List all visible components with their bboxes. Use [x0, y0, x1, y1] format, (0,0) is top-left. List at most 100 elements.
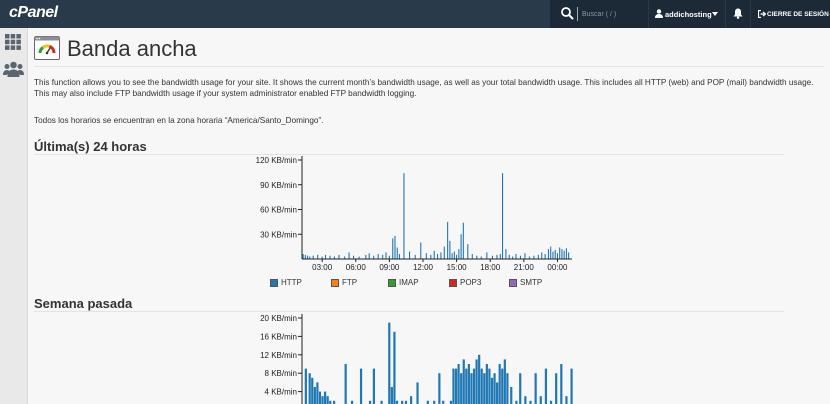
chart1-bar [373, 255, 375, 259]
chart1-x-tick-label: 00:00 [547, 263, 568, 272]
chart1-bar [565, 248, 567, 259]
chart2-bar [388, 322, 391, 404]
cpanel-logo[interactable]: cPanel [9, 4, 58, 21]
chart1-bar [304, 254, 306, 260]
chart1-bar [471, 254, 473, 259]
chart2-bar [313, 387, 316, 404]
chart1-bar [344, 256, 346, 259]
chart2-bar [311, 377, 314, 404]
chart2-bar [544, 368, 548, 404]
chart1-bar [563, 250, 565, 259]
chart1-bar [307, 255, 309, 259]
chart1-bar [425, 253, 427, 259]
chart1-bar [480, 256, 482, 259]
chart1-x-tick-label: 09:00 [379, 263, 400, 272]
chart2-bar [515, 400, 518, 404]
chart1-bar [556, 253, 558, 259]
logout-button[interactable]: CIERRE DE SESIÓN [751, 0, 830, 28]
chart2-bar [534, 373, 537, 404]
user-icon [655, 9, 663, 18]
chart1-bar [456, 254, 458, 260]
chart2-bar [565, 396, 568, 404]
chart1-bar [312, 255, 314, 259]
apps-grid-icon[interactable] [5, 34, 21, 50]
chart2-bar [560, 364, 563, 404]
chart1-bar [394, 235, 396, 259]
chart2-bar [344, 364, 347, 404]
chart2-bar [470, 373, 473, 404]
chart2-bar [372, 368, 375, 404]
chart2-bar [539, 396, 542, 404]
chart2-bar [329, 400, 332, 404]
legend-label: FTP [342, 278, 358, 287]
chart1-bar [338, 254, 340, 260]
chart1-bar [321, 256, 323, 259]
chart1-bar [508, 254, 510, 260]
legend-label: IMAP [399, 278, 419, 287]
chart2-bar [493, 373, 496, 404]
chart2-bar [321, 396, 324, 404]
section-title-last24: Última(s) 24 horas [34, 139, 147, 154]
chart1-bar [544, 254, 546, 259]
search-input[interactable] [577, 7, 642, 21]
chart2-bar [410, 396, 413, 404]
chart1-bar [409, 251, 411, 259]
chart2-bar [472, 368, 476, 404]
chart1-x-tick-label: 03:00 [312, 263, 333, 272]
users-icon[interactable] [3, 61, 24, 77]
user-menu-button[interactable]: addichosting [649, 0, 725, 28]
chart1-bar [382, 254, 384, 260]
chart2-bar [316, 382, 319, 404]
chart2-y-tick-label: 16 KB/min [260, 332, 297, 341]
notifications-button[interactable] [726, 0, 750, 28]
chart2-bar [490, 377, 494, 404]
chart1-bar [388, 255, 390, 259]
chart2-bar [555, 373, 558, 404]
chart2-bar [475, 359, 478, 404]
chart2-y-tick-label: 8 KB/min [265, 369, 297, 378]
chart2-bar [359, 368, 363, 404]
legend-swatch [509, 279, 517, 287]
chart1-bar [561, 249, 563, 259]
chart2-bar [326, 396, 329, 404]
legend-swatch [270, 279, 278, 287]
chart1-y-tick-label: 60 KB/min [260, 206, 297, 215]
chart1-bar [541, 252, 543, 259]
chart2-bar [438, 373, 441, 404]
legend-label: POP3 [460, 278, 482, 287]
chart1-bar [352, 255, 355, 259]
chart1-bar [467, 244, 469, 259]
chart1-bar [449, 240, 451, 259]
chart1-bar [403, 173, 405, 259]
chart2-bar [460, 373, 463, 404]
chart2-bar [462, 359, 465, 404]
chart2-bar [483, 373, 486, 404]
chart1-bar [559, 247, 561, 259]
chart1-x-tick-label: 12:00 [413, 263, 434, 272]
chart1-bar [462, 222, 464, 259]
chart2-bar [465, 368, 468, 404]
chart2-bar [401, 400, 404, 404]
chart1-bar [552, 251, 554, 259]
chart1-bar [505, 249, 507, 259]
chart2-bar [480, 368, 483, 404]
top-header: cPanel addichosting CIERRE DE SESIÓN [0, 0, 830, 28]
chart1-bar [377, 254, 379, 259]
chart1-bar [302, 254, 304, 259]
chart1-x-tick-label: 18:00 [480, 263, 501, 272]
chart2-bar [457, 364, 460, 404]
chart2-bar [467, 364, 470, 404]
chart1-bar [443, 246, 445, 260]
chart2-bar [454, 368, 458, 404]
chart2-bar [390, 387, 393, 404]
legend-swatch [388, 279, 396, 287]
chart1-bar [512, 256, 514, 259]
search-icon[interactable] [560, 6, 574, 20]
chart1-bar [368, 253, 370, 259]
chart1-bar [519, 255, 522, 259]
section-title-lastweek: Semana pasada [34, 296, 133, 311]
chart1-bar [451, 253, 453, 259]
chart1-bar [358, 256, 360, 259]
chart2-y-tick-label: 12 KB/min [260, 351, 297, 360]
